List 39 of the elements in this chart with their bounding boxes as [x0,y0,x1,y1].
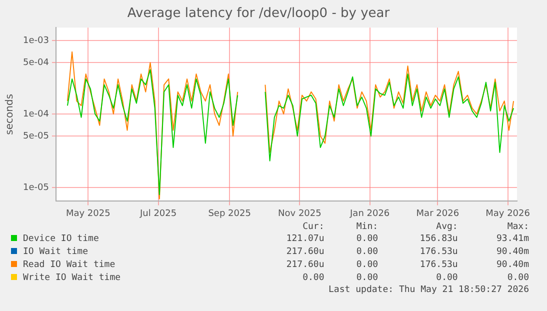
text: 217.60u [285,259,326,272]
y-tick-label: 5e-05 [22,131,49,142]
text: 0.00 [355,272,380,285]
x-tick-label: May 2025 [66,208,110,219]
legend-label: IO Wait time [23,247,88,257]
y-tick-label: 5e-04 [22,58,50,68]
legend-label: Device IO time [23,234,99,244]
text: 93.41m [495,233,530,246]
legend-label: Write IO Wait time [23,273,121,283]
x-tick-label: Nov 2025 [278,208,322,219]
text: 156.83u [418,233,459,246]
text: 0.00 [506,272,530,285]
text: 176.53u [418,259,459,272]
x-tick-label: Jan 2026 [349,208,390,219]
text: Min: [355,222,380,233]
text: 0.00 [355,233,380,246]
legend-label: Read IO Wait time [23,260,116,270]
text: Max: [506,222,530,233]
text: 0.00 [302,272,326,285]
y-tick-label: 1e-04 [22,109,50,120]
text: 0.00 [355,259,380,272]
y-axis-title: seconds [4,94,16,135]
text: 0.00 [435,272,459,285]
text: Cur: [302,222,326,233]
text: 0.00 [355,246,380,259]
text: 121.07u [285,233,326,246]
text: 90.40m [495,259,530,272]
x-tick-label: Mar 2026 [416,208,460,219]
text: Last update: Thu May 21 18:50:27 2026 [328,285,530,296]
x-tick-label: May 2026 [486,208,530,219]
chart-title: Average latency for /dev/loop0 - by year [127,6,390,22]
y-tick-label: 1e-03 [22,36,49,46]
text: 90.40m [495,246,530,259]
x-tick-label: Jul 2025 [138,208,177,219]
text: 217.60u [285,246,326,259]
text: 176.53u [418,246,459,259]
text: Avg: [435,222,459,233]
y-tick-label: 1e-05 [22,182,49,193]
x-tick-label: Sep 2025 [208,208,251,219]
